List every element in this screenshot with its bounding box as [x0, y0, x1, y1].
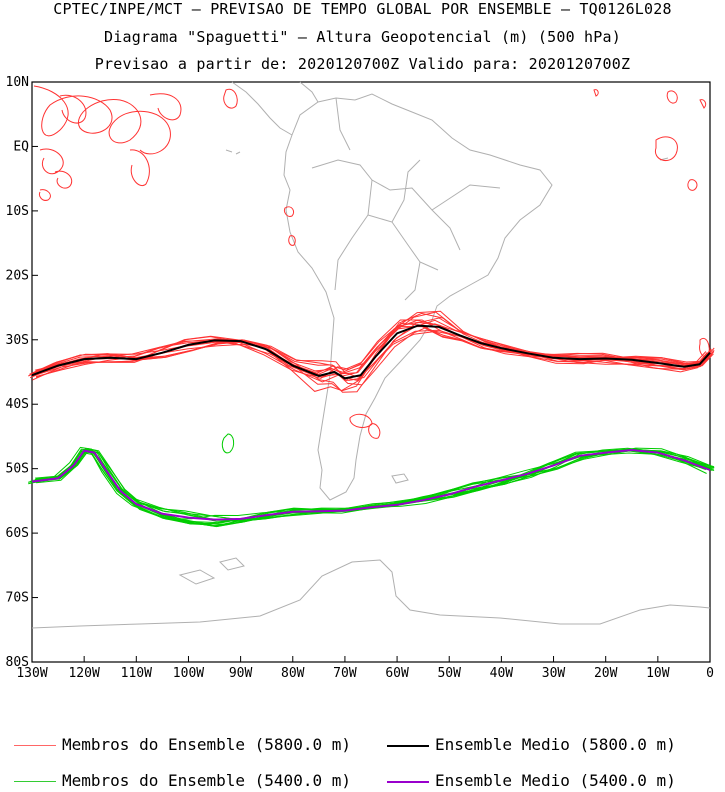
ensemble-member-5400-line — [36, 451, 715, 522]
antarctica-outline — [31, 557, 711, 629]
tropical-contour-small — [223, 88, 710, 439]
legend-swatch-mean-5800 — [387, 744, 429, 747]
x-tick-label: 130W — [16, 666, 47, 681]
ensemble-member-5400-line — [32, 449, 710, 522]
legend-label-members-5400: Membros do Ensemble (5400.0 m) — [62, 771, 351, 790]
x-tick-label: 40W — [490, 666, 514, 681]
legend-item-members-5400: Membros do Ensemble (5400.0 m) — [14, 771, 351, 790]
ensemble-mean-5400-line — [31, 448, 711, 521]
x-axis: 130W 120W 110W 100W 90W 80W 70W 60W 50W 40W 30W 20W… — [16, 656, 714, 681]
legend-item-mean-5800: Ensemble Medio (5800.0 m) — [387, 735, 676, 754]
falklands-outline — [391, 473, 409, 484]
legend-item-members-5800: Membros do Ensemble (5800.0 m) — [14, 735, 351, 754]
y-axis: 10N EQ 10S 20S 30S 40S 50S 60S 70S 80S — [6, 75, 38, 670]
ensemble-member-5400-line — [30, 447, 708, 522]
tropical-contour-cluster — [33, 85, 182, 201]
ensemble-member-5800-line — [35, 319, 715, 375]
south-america-outline — [283, 93, 553, 501]
ensemble-member-5800-line — [33, 325, 713, 377]
x-tick-label: 20W — [594, 666, 618, 681]
ensemble-member-5400-line — [29, 446, 709, 524]
x-tick-label: 90W — [229, 666, 253, 681]
y-tick-label: 10N — [6, 75, 29, 90]
y-tick-label: 10S — [6, 204, 29, 219]
x-tick-label: 10W — [646, 666, 670, 681]
x-tick-label: 80W — [281, 666, 305, 681]
ensemble-members-5400 — [28, 446, 715, 528]
chart-title-line3: Previsao a partir de: 2020120700Z Valido… — [94, 55, 631, 73]
ensemble-mean-5800-line — [31, 324, 711, 380]
x-tick-label: 120W — [68, 666, 99, 681]
legend-label-mean-5800: Ensemble Medio (5800.0 m) — [435, 735, 676, 754]
tropical-contours — [33, 85, 710, 439]
x-tick-label: 110W — [121, 666, 152, 681]
y-tick-label: 70S — [6, 591, 29, 606]
x-tick-label: 0 — [706, 666, 714, 681]
x-tick-label: 70W — [333, 666, 357, 681]
ensemble-member-5400-line — [31, 450, 709, 521]
ensemble-member-5800-line — [32, 312, 712, 392]
ensemble-member-5800-line — [31, 325, 711, 375]
y-tick-label: 60S — [6, 526, 29, 541]
chart-title-line2: Diagrama "Spaguetti" – Altura Geopotenci… — [104, 28, 621, 46]
ensemble-member-5400-line — [34, 448, 714, 527]
ensemble-member-5400-line — [35, 447, 713, 526]
ensemble-member-5800-line — [35, 317, 715, 393]
continent-outlines — [31, 81, 711, 629]
ensemble-member-5400-line — [35, 449, 715, 524]
chart-title-line1: CPTEC/INPE/MCT – PREVISAO DE TEMPO GLOBA… — [53, 0, 672, 18]
x-tick-label: 50W — [437, 666, 461, 681]
ensemble-member-5400-line — [33, 448, 713, 525]
plot-frame — [31, 81, 711, 663]
y-tick-label: 20S — [6, 268, 29, 283]
ensemble-member-5400-line — [36, 448, 715, 528]
legend-item-mean-5400: Ensemble Medio (5400.0 m) — [387, 771, 676, 790]
legend-label-mean-5400: Ensemble Medio (5400.0 m) — [435, 771, 676, 790]
legend-label-members-5800: Membros do Ensemble (5800.0 m) — [62, 735, 351, 754]
legend-swatch-members-5800 — [14, 745, 56, 746]
ensemble-member-5400-line — [36, 448, 715, 528]
internal-borders — [311, 97, 501, 301]
pacific-islands-outline — [225, 149, 669, 161]
y-tick-label: 40S — [6, 397, 29, 412]
legend-swatch-mean-5400 — [387, 780, 429, 783]
x-tick-label: 100W — [173, 666, 204, 681]
central-america-outline — [231, 81, 319, 136]
x-tick-label: 60W — [385, 666, 409, 681]
y-tick-label: EQ — [13, 139, 29, 154]
ensemble-member-5400-line — [34, 448, 714, 526]
green-contour-small — [221, 433, 235, 454]
y-tick-label: 80S — [6, 655, 29, 670]
y-tick-label: 30S — [6, 333, 29, 348]
ensemble-members-5800 — [28, 310, 715, 393]
x-tick-label: 30W — [542, 666, 566, 681]
legend-swatch-members-5400 — [14, 781, 56, 782]
y-tick-label: 50S — [6, 462, 29, 477]
ensemble-member-5800-line — [29, 319, 708, 383]
